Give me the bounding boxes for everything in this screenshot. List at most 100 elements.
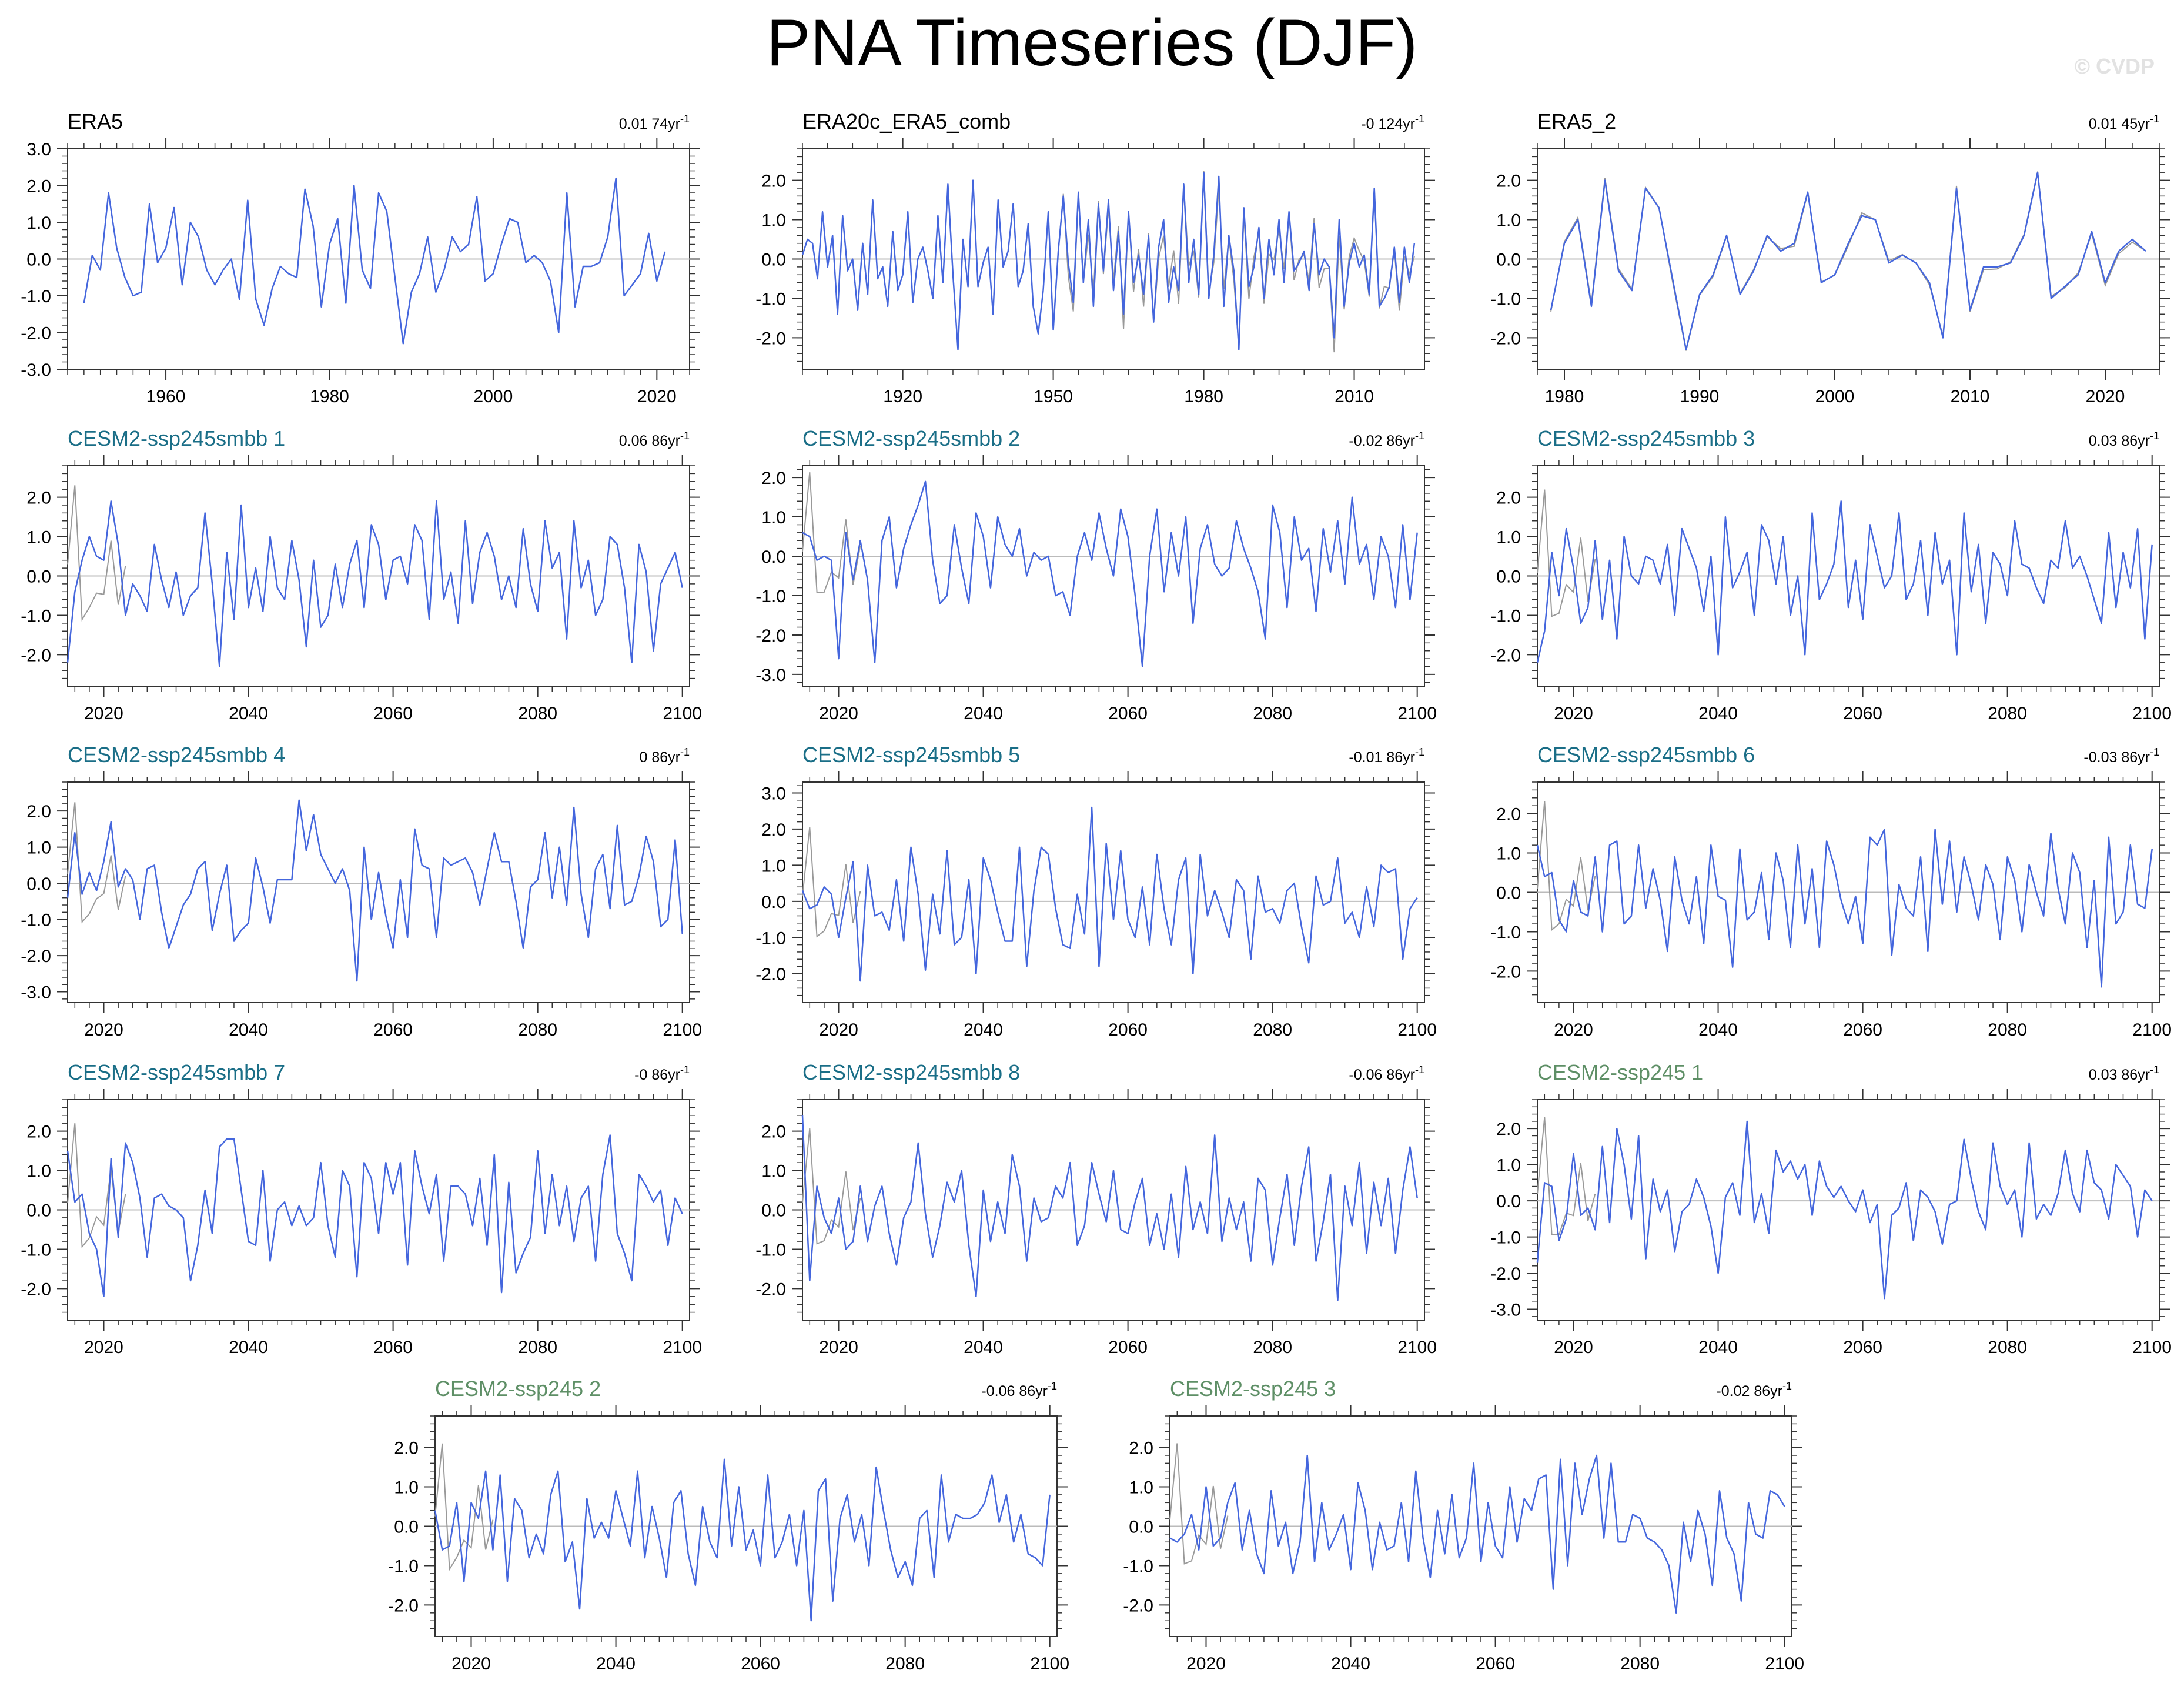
panel-title: CESM2-ssp245smbb 1 <box>68 426 285 450</box>
pna-series-line <box>1536 500 2153 663</box>
obs-series-line <box>1169 1443 1229 1565</box>
x-tick-label: 2020 <box>84 1338 123 1357</box>
x-tick-label: 2080 <box>1253 1338 1292 1357</box>
x-tick-label: 2020 <box>451 1654 491 1674</box>
obs-series-line <box>434 1443 494 1571</box>
x-tick-label: 2040 <box>1698 1338 1738 1357</box>
y-tick-label: 1.0 <box>761 856 786 876</box>
main-title: PNA Timeseries (DJF) <box>766 6 1418 79</box>
y-tick-label: -2.0 <box>1490 646 1521 665</box>
x-tick-label: 2040 <box>1331 1654 1370 1674</box>
x-tick-label: 2100 <box>1397 1338 1437 1357</box>
y-tick-label: 1.0 <box>26 213 51 233</box>
x-tick-label: 2080 <box>885 1654 925 1674</box>
obs-series-line <box>67 485 126 622</box>
y-tick-label: -2.0 <box>388 1596 419 1615</box>
y-tick-label: -1.0 <box>1123 1557 1153 1576</box>
x-tick-label: 2080 <box>518 1338 557 1357</box>
pna-series-line <box>66 799 683 982</box>
y-tick-label: -2.0 <box>1490 1264 1521 1284</box>
obs-series-line <box>1537 801 1596 931</box>
pna-series-line <box>1550 171 2146 350</box>
pna-series-line <box>83 177 666 345</box>
x-tick-label: 2020 <box>1554 1338 1593 1357</box>
cvdp-watermark: © CVDP <box>2074 54 2155 78</box>
y-tick-label: 0.0 <box>26 874 51 894</box>
x-tick-label: 2100 <box>1397 704 1437 723</box>
x-tick-label: 2040 <box>596 1654 636 1674</box>
x-tick-label: 2100 <box>2132 1338 2172 1357</box>
panel-title: CESM2-ssp245 3 <box>1170 1377 1336 1401</box>
panel-title: CESM2-ssp245smbb 3 <box>1537 426 1755 450</box>
panel-title: CESM2-ssp245smbb 7 <box>68 1060 285 1084</box>
y-tick-label: -1.0 <box>1490 606 1521 626</box>
x-tick-label: 2100 <box>663 1020 702 1040</box>
chart-panel: -2.0 -1.0 0.0 1.0 2.0 2020 2040 2060 2080 2100 CES… <box>1123 1377 1804 1674</box>
y-tick-label: 1.0 <box>761 211 786 231</box>
y-tick-label: 1.0 <box>1129 1478 1153 1498</box>
y-tick-label: 1.0 <box>1496 528 1521 547</box>
trend-label: 0.06 86yr-1 <box>619 430 690 449</box>
y-tick-label: 1.0 <box>26 528 51 547</box>
pna-series-line <box>802 480 1418 667</box>
y-tick-label: -3.0 <box>21 983 51 1003</box>
chart-panel: -2.0 -1.0 0.0 1.0 2.0 2020 2040 2060 2080 2100 CES… <box>1490 426 2172 723</box>
y-tick-label: 2.0 <box>1496 489 1521 508</box>
y-tick-label: 0.0 <box>761 547 786 567</box>
x-tick-label: 2080 <box>1253 1020 1292 1040</box>
panel-title: CESM2-ssp245smbb 5 <box>802 743 1020 767</box>
y-tick-label: 2.0 <box>761 172 786 191</box>
obs-series-line <box>1550 171 2146 351</box>
x-tick-label: 2040 <box>1698 1020 1738 1040</box>
y-tick-label: -1.0 <box>21 287 51 306</box>
trend-label: 0.01 45yr-1 <box>2089 113 2159 132</box>
y-tick-label: 2.0 <box>1129 1439 1153 1458</box>
pna-series-line <box>434 1458 1051 1622</box>
trend-label: -0.06 86yr-1 <box>1349 1064 1424 1083</box>
x-tick-label: 2080 <box>518 1020 557 1040</box>
y-tick-label: 2.0 <box>26 489 51 508</box>
x-tick-label: 2100 <box>1765 1654 1804 1674</box>
y-tick-label: 2.0 <box>26 177 51 196</box>
x-tick-label: 2020 <box>2086 387 2125 406</box>
chart-panel: -3.0 -2.0 -1.0 0.0 1.0 2.0 2020 2040 2060 2080 210… <box>755 426 1437 723</box>
obs-series-line <box>1537 489 1596 617</box>
x-tick-label: 2040 <box>964 1338 1003 1357</box>
plot-frame <box>67 781 690 1003</box>
x-tick-label: 2020 <box>819 704 858 723</box>
x-tick-label: 2060 <box>1476 1654 1515 1674</box>
y-tick-label: 1.0 <box>26 839 51 858</box>
x-tick-label: 2100 <box>2132 704 2172 723</box>
y-tick-label: -1.0 <box>388 1557 419 1576</box>
pna-series-line <box>1536 1120 2153 1300</box>
x-tick-label: 2020 <box>819 1020 858 1040</box>
x-tick-label: 2040 <box>964 704 1003 723</box>
panel-title: ERA5 <box>68 109 123 133</box>
pna-series-line <box>801 1115 1418 1301</box>
y-tick-label: 2.0 <box>26 802 51 821</box>
y-tick-label: 2.0 <box>394 1439 419 1458</box>
x-tick-label: 2080 <box>1988 1338 2027 1357</box>
x-tick-label: 2080 <box>1253 704 1292 723</box>
x-tick-label: 2060 <box>1108 704 1148 723</box>
y-tick-label: 0.0 <box>1496 567 1521 587</box>
y-tick-label: -2.0 <box>21 646 51 665</box>
obs-series-line <box>802 827 861 938</box>
y-tick-label: 0.0 <box>1129 1518 1153 1537</box>
trend-label: -0.02 86yr-1 <box>1349 430 1424 449</box>
panel-title: ERA20c_ERA5_comb <box>802 109 1011 133</box>
y-tick-label: -1.0 <box>1490 289 1521 309</box>
trend-label: -0.01 86yr-1 <box>1349 746 1424 766</box>
x-tick-label: 2040 <box>1698 704 1738 723</box>
y-tick-label: 0.0 <box>761 251 786 270</box>
x-tick-label: 2080 <box>518 704 557 723</box>
obs-series-line <box>67 802 126 924</box>
y-tick-label: 1.0 <box>26 1162 51 1181</box>
panel-title: CESM2-ssp245 1 <box>1537 1060 1703 1084</box>
x-tick-label: 2010 <box>1335 387 1374 406</box>
x-tick-label: 1980 <box>1545 387 1584 406</box>
trend-label: -0.06 86yr-1 <box>981 1380 1057 1400</box>
y-tick-label: 0.0 <box>26 1201 51 1221</box>
x-tick-label: 2060 <box>1843 1020 1882 1040</box>
